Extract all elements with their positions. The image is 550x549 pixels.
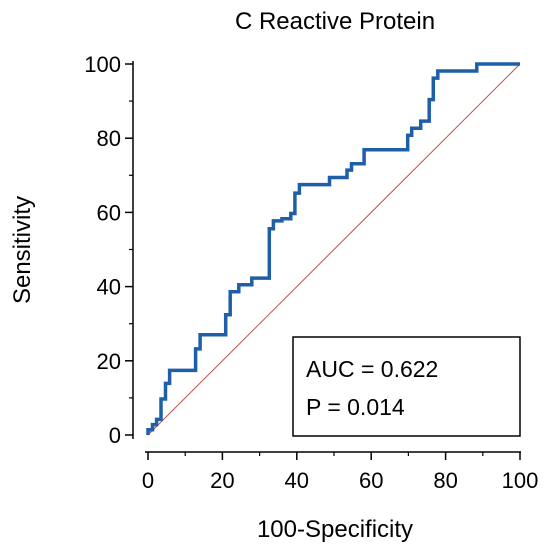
x-tick-label: 60	[359, 468, 383, 493]
x-tick-label: 80	[433, 468, 457, 493]
auc-value-text: AUC = 0.622	[306, 356, 438, 382]
y-tick-label: 0	[109, 423, 121, 448]
roc-curve	[146, 62, 520, 435]
annotation-frame	[292, 336, 521, 437]
plot-area	[146, 62, 521, 436]
reference-diagonal-line	[147, 63, 521, 436]
chart-title: C Reactive Protein	[235, 8, 435, 35]
y-axis-label: Sensitivity	[9, 196, 36, 304]
x-tick-label: 0	[142, 468, 154, 493]
y-tick-label: 80	[97, 126, 121, 151]
p-value-text: P = 0.014	[306, 394, 405, 420]
y-axis: 0 20 40 60 80 100	[84, 52, 134, 448]
x-tick-label: 40	[285, 468, 309, 493]
x-tick-label: 20	[210, 468, 234, 493]
y-tick-label: 20	[97, 349, 121, 374]
x-axis: 0 20 40 60 80 100	[142, 451, 539, 493]
x-tick-label: 100	[502, 468, 539, 493]
y-tick-label: 60	[97, 200, 121, 225]
auc-annotation-box: AUC = 0.622 P = 0.014	[292, 336, 521, 437]
x-axis-label: 100-Specificity	[257, 516, 413, 543]
y-tick-label: 40	[97, 275, 121, 300]
y-tick-label: 100	[84, 52, 121, 77]
